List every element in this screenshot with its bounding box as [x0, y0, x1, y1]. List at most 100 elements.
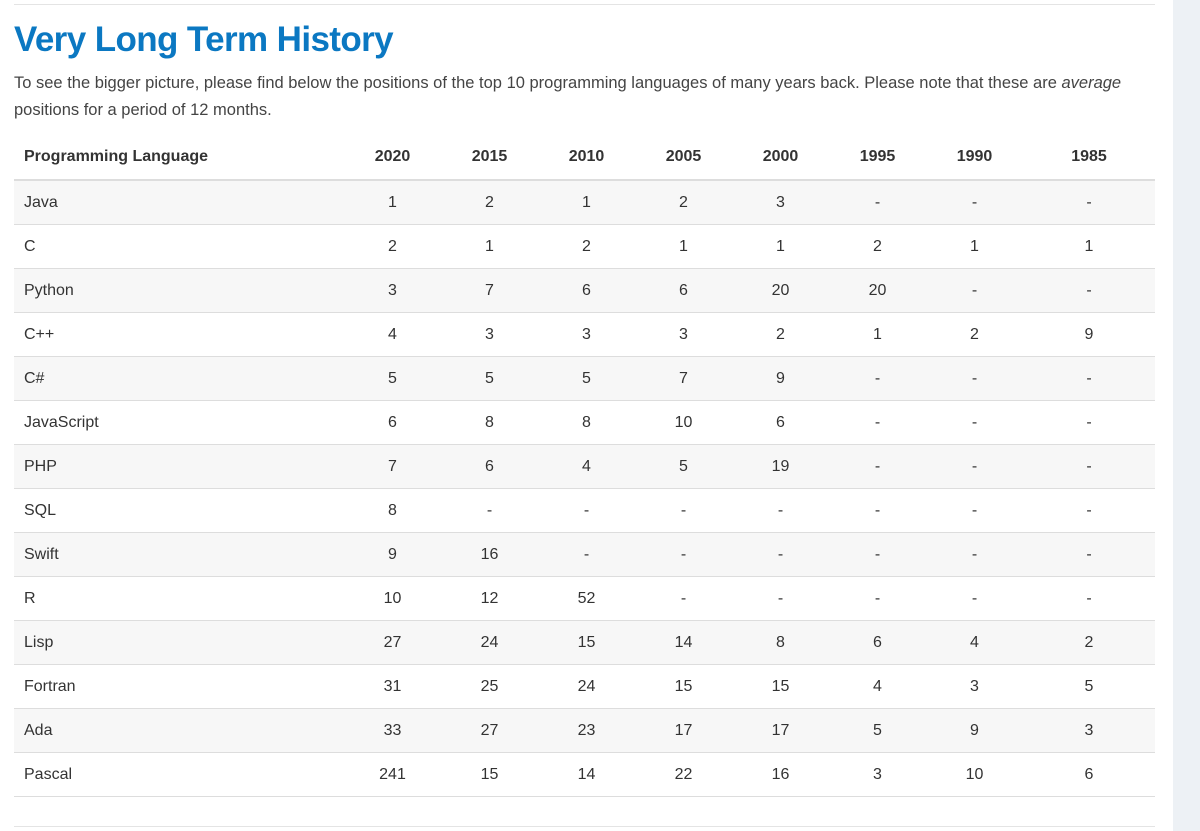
column-header-year: 1985: [1023, 135, 1155, 181]
rank-cell: 2: [538, 224, 635, 269]
rank-cell: 6: [1023, 752, 1155, 797]
language-name-cell: Pascal: [14, 752, 344, 797]
rank-cell: 17: [732, 708, 829, 753]
rank-cell: 1: [1023, 224, 1155, 269]
column-header-year: 1990: [926, 135, 1023, 181]
rank-cell: 2: [344, 224, 441, 269]
rank-cell: 33: [344, 708, 441, 753]
language-name-cell: Fortran: [14, 664, 344, 709]
rank-cell: -: [926, 400, 1023, 445]
rank-cell: 8: [441, 400, 538, 445]
rank-cell: 3: [344, 268, 441, 313]
rank-cell: 241: [344, 752, 441, 797]
rank-cell: 24: [441, 620, 538, 665]
language-name-cell: R: [14, 576, 344, 621]
top-divider: [14, 4, 1155, 5]
rank-cell: 5: [441, 356, 538, 401]
table-row: SQL 8- - - - - - -: [14, 488, 1155, 533]
table-row: C++ 4 3 3 3 2 1 2 9: [14, 312, 1155, 357]
rank-cell: 8: [538, 400, 635, 445]
language-name-cell: Python: [14, 268, 344, 313]
rank-cell: -: [926, 180, 1023, 225]
language-name-cell: Lisp: [14, 620, 344, 665]
rank-cell: -: [926, 268, 1023, 313]
rank-cell: 1: [441, 224, 538, 269]
rank-cell: -: [1023, 356, 1155, 401]
rank-cell: 23: [538, 708, 635, 753]
rank-cell: 20: [829, 268, 926, 313]
rank-cell: -: [926, 356, 1023, 401]
rank-cell: 1: [344, 180, 441, 225]
rank-cell: 19: [732, 444, 829, 489]
language-name-cell: JavaScript: [14, 400, 344, 445]
rank-cell: 3: [441, 312, 538, 357]
table-row: JavaScript 6 8 8 10 6- - -: [14, 400, 1155, 445]
rank-cell: 10: [635, 400, 732, 445]
rank-cell: 15: [441, 752, 538, 797]
language-name-cell: C: [14, 224, 344, 269]
side-panel: [1173, 0, 1200, 831]
rank-cell: 9: [732, 356, 829, 401]
rank-cell: -: [732, 532, 829, 577]
rank-cell: 3: [926, 664, 1023, 709]
rank-cell: 12: [441, 576, 538, 621]
rank-cell: 1: [538, 180, 635, 225]
rank-cell: 2: [441, 180, 538, 225]
rank-cell: 7: [441, 268, 538, 313]
rank-cell: 3: [829, 752, 926, 797]
rank-cell: -: [1023, 532, 1155, 577]
table-row: Pascal 241 15 14 22 16 3 10 6: [14, 752, 1155, 797]
rank-cell: 1: [829, 312, 926, 357]
rank-cell: -: [635, 576, 732, 621]
rank-cell: -: [926, 576, 1023, 621]
rank-cell: 1: [732, 224, 829, 269]
rank-cell: 5: [344, 356, 441, 401]
rank-cell: 5: [829, 708, 926, 753]
intro-emphasis: average: [1061, 74, 1122, 92]
rank-cell: 27: [344, 620, 441, 665]
column-header-language: Programming Language: [14, 135, 344, 181]
rank-cell: 16: [732, 752, 829, 797]
rank-cell: -: [829, 444, 926, 489]
rank-cell: 9: [926, 708, 1023, 753]
rank-cell: 14: [538, 752, 635, 797]
rank-cell: 15: [538, 620, 635, 665]
rank-cell: -: [926, 532, 1023, 577]
history-table: Programming Language 2020 2015 2010 2005 2000…: [14, 135, 1155, 797]
column-header-year: 2005: [635, 135, 732, 181]
page-title: Very Long Term History: [14, 20, 394, 59]
rank-cell: 1: [926, 224, 1023, 269]
column-header-year: 2020: [344, 135, 441, 181]
rank-cell: -: [829, 400, 926, 445]
rank-cell: 4: [926, 620, 1023, 665]
rank-cell: 6: [344, 400, 441, 445]
rank-cell: 3: [732, 180, 829, 225]
rank-cell: -: [1023, 180, 1155, 225]
rank-cell: -: [538, 488, 635, 533]
rank-cell: -: [829, 532, 926, 577]
rank-cell: -: [732, 488, 829, 533]
rank-cell: -: [1023, 268, 1155, 313]
rank-cell: -: [829, 356, 926, 401]
rank-cell: 7: [344, 444, 441, 489]
rank-cell: 6: [732, 400, 829, 445]
rank-cell: -: [1023, 488, 1155, 533]
language-name-cell: Java: [14, 180, 344, 225]
rank-cell: -: [1023, 444, 1155, 489]
column-header-year: 1995: [829, 135, 926, 181]
table-row: PHP 7 6 4 5 19- - -: [14, 444, 1155, 489]
rank-cell: -: [441, 488, 538, 533]
rank-cell: 3: [1023, 708, 1155, 753]
rank-cell: 10: [344, 576, 441, 621]
rank-cell: 22: [635, 752, 732, 797]
bottom-divider: [14, 826, 1155, 827]
rank-cell: 6: [635, 268, 732, 313]
intro-text-end: positions for a period of 12 months.: [14, 101, 272, 119]
rank-cell: 5: [635, 444, 732, 489]
language-name-cell: Swift: [14, 532, 344, 577]
rank-cell: 1: [635, 224, 732, 269]
rank-cell: 4: [829, 664, 926, 709]
rank-cell: 7: [635, 356, 732, 401]
rank-cell: 24: [538, 664, 635, 709]
rank-cell: 2: [635, 180, 732, 225]
